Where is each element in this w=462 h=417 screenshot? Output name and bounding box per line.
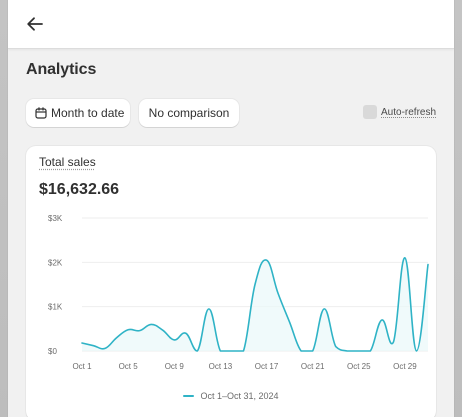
x-tick-label: Oct 29 — [393, 362, 417, 371]
x-tick-label: Oct 5 — [119, 362, 139, 371]
chart-legend: Oct 1–Oct 31, 2024 — [26, 391, 436, 401]
date-range-button[interactable]: Month to date — [26, 99, 130, 127]
series-line — [81, 257, 429, 352]
y-tick-label: $2K — [48, 258, 63, 267]
x-tick-label: Oct 1 — [72, 362, 92, 371]
auto-refresh-toggle[interactable]: Auto-refresh — [363, 105, 436, 119]
y-tick-label: $1K — [48, 303, 63, 312]
auto-refresh-label: Auto-refresh — [381, 106, 437, 118]
comparison-label: No comparison — [148, 106, 230, 120]
comparison-button[interactable]: No comparison — [139, 99, 239, 127]
legend-swatch — [183, 395, 195, 397]
metric-label[interactable]: Total sales — [39, 155, 96, 169]
page-title: Analytics — [26, 61, 97, 78]
y-tick-label: $3K — [48, 214, 63, 223]
total-sales-card: Total sales $16,632.66 $0 $1K $2K $3K Oct 1 O… — [26, 146, 436, 417]
x-tick-label: Oct 9 — [165, 362, 185, 371]
x-tick-label: Oct 21 — [301, 362, 325, 371]
arrow-left-icon — [27, 17, 43, 31]
y-tick-label: $0 — [48, 347, 57, 356]
legend-label: Oct 1–Oct 31, 2024 — [200, 391, 279, 401]
auto-refresh-checkbox[interactable] — [363, 105, 377, 119]
x-tick-label: Oct 25 — [347, 362, 371, 371]
metric-value: $16,632.66 — [39, 181, 120, 198]
date-range-label: Month to date — [51, 106, 125, 120]
top-bar — [8, 0, 454, 49]
x-tick-label: Oct 17 — [255, 362, 279, 371]
series-area — [82, 257, 428, 351]
sales-line-chart: $0 $1K $2K $3K Oct 1 Oct 5 Oct 9 Oct 13 Oct 17 Oc… — [48, 214, 429, 371]
x-tick-label: Oct 13 — [209, 362, 233, 371]
analytics-sheet: Analytics Month to date No comparison Au… — [8, 0, 454, 417]
back-button[interactable] — [22, 12, 48, 36]
calendar-icon — [35, 107, 47, 119]
